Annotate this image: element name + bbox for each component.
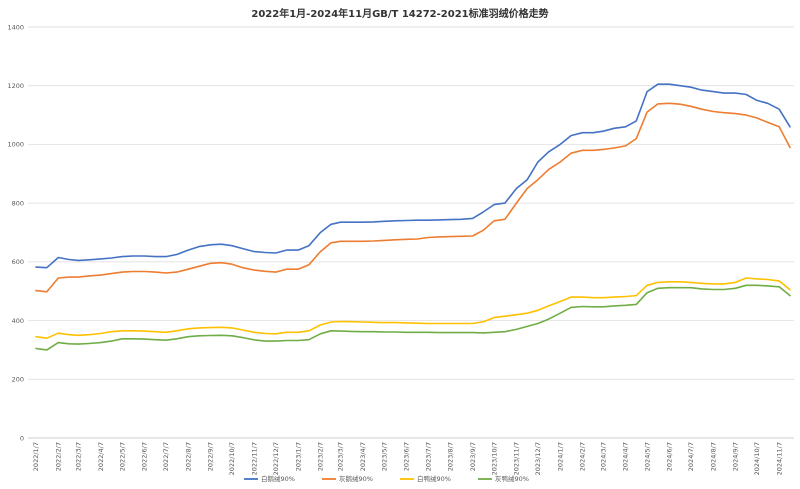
y-tick-label: 800: [12, 199, 24, 207]
x-tick-label: 2022/12/7: [272, 442, 280, 475]
legend-label-2: 灰鹅绒90%: [339, 474, 373, 483]
x-tick-label: 2022/11/7: [251, 442, 259, 475]
x-tick-label: 2024/1/7: [556, 442, 564, 471]
legend-label-1: 白鹅绒90%: [261, 474, 295, 483]
x-tick-label: 2023/12/7: [534, 442, 542, 475]
gridlines: [28, 26, 794, 439]
x-tick-label: 2023/10/7: [490, 442, 498, 475]
y-tick-label: 200: [12, 376, 24, 384]
x-tick-label: 2024/11/7: [775, 442, 783, 475]
y-tick-label: 400: [12, 317, 24, 325]
x-axis-ticks: 2022/1/7 2022/2/7 2022/3/7 2022/4/7 2022/5/7…: [32, 442, 783, 475]
x-tick-label: 2022/2/7: [54, 442, 62, 471]
series-lines: [35, 83, 791, 351]
x-tick-label: 2023/9/7: [469, 442, 477, 471]
y-tick-label: 1400: [7, 23, 24, 31]
x-tick-label: 2024/9/7: [732, 442, 740, 471]
x-tick-label: 2022/3/7: [75, 442, 83, 471]
legend-label-3: 白鸭绒90%: [417, 474, 451, 483]
x-tick-label: 2022/9/7: [207, 442, 215, 471]
x-tick-label: 2023/8/7: [447, 442, 455, 471]
x-tick-label: 2023/5/7: [380, 442, 388, 471]
x-tick-label: 2024/7/7: [687, 442, 695, 471]
x-tick-label: 2023/3/7: [337, 442, 345, 471]
x-tick-label: 2023/6/7: [403, 442, 411, 471]
y-axis-ticks: 0 200 400 600 800 1000 1200 1400: [7, 23, 24, 442]
x-tick-label: 2024/10/7: [753, 442, 761, 475]
legend-label-4: 灰鸭绒90%: [495, 474, 529, 483]
x-tick-label: 2022/4/7: [97, 442, 105, 471]
series-line-4: [35, 284, 791, 351]
x-tick-label: 2022/5/7: [118, 442, 126, 471]
x-tick-label: 2022/10/7: [228, 442, 236, 475]
x-tick-label: 2022/1/7: [32, 442, 40, 471]
x-tick-label: 2023/4/7: [359, 442, 367, 471]
series-line-1: [35, 83, 791, 269]
x-tick-label: 2024/3/7: [599, 442, 607, 471]
x-tick-label: 2024/4/7: [622, 442, 630, 471]
series-line-3: [35, 277, 791, 340]
x-tick-label: 2024/8/7: [709, 442, 717, 471]
x-tick-label: 2023/7/7: [424, 442, 432, 471]
legend: 白鹅绒90% 灰鹅绒90% 白鸭绒90% 灰鸭绒90%: [244, 474, 529, 483]
x-tick-label: 2022/8/7: [184, 442, 192, 471]
x-tick-label: 2024/5/7: [643, 442, 651, 471]
x-tick-label: 2023/1/7: [294, 442, 302, 471]
x-tick-label: 2022/6/7: [141, 442, 149, 471]
y-tick-label: 1200: [7, 82, 24, 90]
x-tick-label: 2024/6/7: [666, 442, 674, 471]
x-tick-label: 2023/2/7: [317, 442, 325, 471]
x-tick-label: 2023/11/7: [513, 442, 521, 475]
y-tick-label: 0: [20, 434, 24, 442]
x-tick-label: 2024/2/7: [579, 442, 587, 471]
series-line-2: [35, 102, 791, 293]
y-tick-label: 1000: [7, 141, 24, 149]
chart-title: 2022年1月-2024年11月GB/T 14272-2021标准羽绒价格走势: [251, 7, 548, 20]
y-tick-label: 600: [12, 258, 24, 266]
x-tick-label: 2022/7/7: [162, 442, 170, 471]
